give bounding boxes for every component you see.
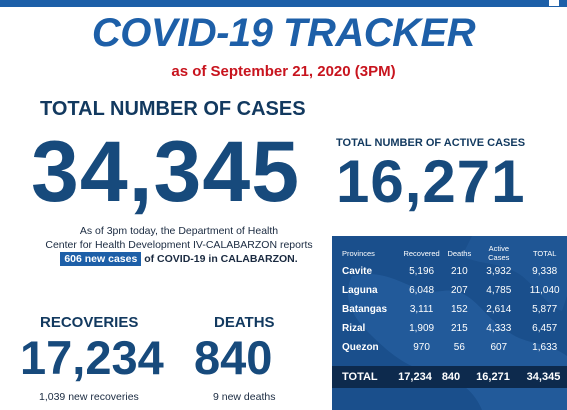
province-name: Laguna <box>342 285 378 296</box>
total-cell: 9,338 <box>532 266 558 277</box>
active-cell: 4,785 <box>486 285 512 296</box>
total-cases-value: 34,345 <box>31 124 301 220</box>
recovered-cell: 970 <box>413 342 430 353</box>
province-name: Rizal <box>342 323 366 334</box>
as-of-date: as of September 21, 2020 (3PM) <box>171 63 396 80</box>
header-provinces: Provinces <box>342 248 375 258</box>
new-recoveries-text: 1,039 new recoveries <box>39 391 139 403</box>
top-accent-bar <box>0 0 567 7</box>
recovered-cell: 5,196 <box>409 266 435 277</box>
header-active-cases: Active Cases <box>488 244 510 262</box>
province-table: Provinces Recovered Deaths Active Cases … <box>332 244 567 357</box>
active-cases-value: 16,271 <box>336 148 526 215</box>
table-row: Rizal 1,909 215 4,333 6,457 <box>332 319 567 338</box>
active-cell: 4,333 <box>486 323 512 334</box>
table-row: Batangas 3,111 152 2,614 5,877 <box>332 300 567 319</box>
report-text: As of 3pm today, the Department of Healt… <box>40 224 318 266</box>
total-cell: 5,877 <box>532 304 558 315</box>
total-row-label: TOTAL <box>342 371 378 383</box>
recoveries-value: 17,234 <box>20 331 164 384</box>
total-deaths: 840 <box>441 371 461 383</box>
deaths-cell: 210 <box>451 266 468 277</box>
total-cell: 11,040 <box>529 285 560 296</box>
province-table-panel: Provinces Recovered Deaths Active Cases … <box>332 236 567 410</box>
province-name: Batangas <box>342 304 388 315</box>
report-line-1: As of 3pm today, the Department of Healt… <box>79 225 279 237</box>
new-cases-badge: 606 new cases <box>60 252 142 266</box>
table-row: Quezon 970 56 607 1,633 <box>332 338 567 357</box>
active-cases-label: TOTAL NUMBER OF ACTIVE CASES <box>336 137 526 149</box>
header-total: TOTAL <box>532 248 557 258</box>
deaths-label: DEATHS <box>214 314 275 331</box>
deaths-cell: 215 <box>451 323 468 334</box>
deaths-cell: 152 <box>451 304 468 315</box>
total-cases: 34,345 <box>526 371 561 383</box>
active-cell: 2,614 <box>486 304 512 315</box>
report-line-3: 606 new cases of COVID-19 in CALABARZON. <box>40 252 318 266</box>
province-name: Cavite <box>342 266 373 277</box>
table-row: Laguna 6,048 207 4,785 11,040 <box>332 281 567 300</box>
active-cell: 3,932 <box>486 266 512 277</box>
table-header-row: Provinces Recovered Deaths Active Cases … <box>332 244 567 262</box>
header-deaths: Deaths <box>447 248 472 258</box>
header-recovered: Recovered <box>403 248 440 258</box>
table-row: Cavite 5,196 210 3,932 9,338 <box>332 262 567 281</box>
deaths-value: 840 <box>194 331 273 384</box>
total-recovered: 17,234 <box>398 371 432 383</box>
report-line-2: Center for Health Development IV-CALABAR… <box>45 239 313 251</box>
total-cases-label: TOTAL NUMBER OF CASES <box>40 98 306 120</box>
recoveries-label: RECOVERIES <box>40 314 139 331</box>
total-cell: 1,633 <box>532 342 558 353</box>
page-title: COVID-19 TRACKER <box>91 11 476 55</box>
new-deaths-text: 9 new deaths <box>213 391 276 403</box>
province-name: Quezon <box>342 342 379 353</box>
recovered-cell: 6,048 <box>409 285 435 296</box>
report-line-3-rest: of COVID-19 in CALABARZON. <box>141 253 298 265</box>
top-corner-notch <box>549 0 559 6</box>
total-active: 16,271 <box>476 371 510 383</box>
recovered-cell: 1,909 <box>409 323 435 334</box>
deaths-cell: 207 <box>451 285 468 296</box>
active-cell: 607 <box>490 342 508 353</box>
total-cell: 6,457 <box>532 323 558 334</box>
table-total-row: TOTAL 17,234 840 16,271 34,345 <box>332 366 567 388</box>
recovered-cell: 3,111 <box>409 304 434 315</box>
deaths-cell: 56 <box>453 342 465 353</box>
